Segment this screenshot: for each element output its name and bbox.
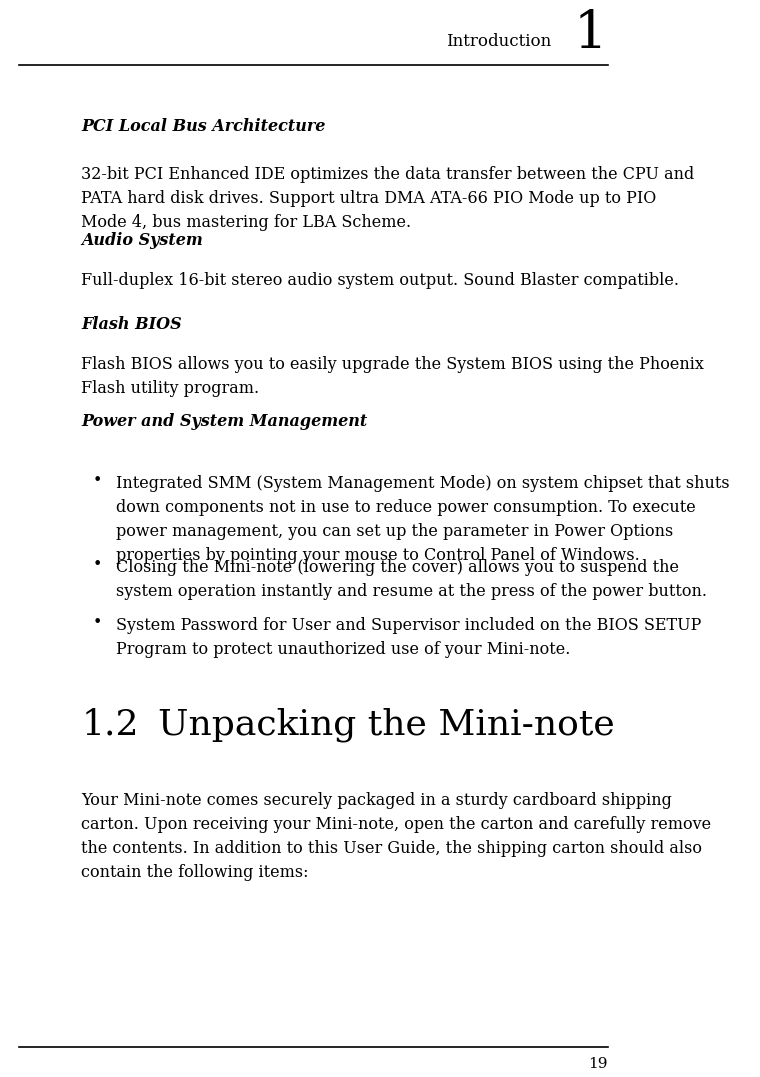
Text: Power and System Management: Power and System Management [81,414,368,431]
Text: Your Mini-note comes securely packaged in a sturdy cardboard shipping
carton. Up: Your Mini-note comes securely packaged i… [81,792,711,881]
Text: Introduction: Introduction [446,33,551,50]
Text: Integrated SMM (System Management Mode) on system chipset that shuts
down compon: Integrated SMM (System Management Mode) … [116,475,730,564]
Text: Flash BIOS allows you to easily upgrade the System BIOS using the Phoenix
Flash : Flash BIOS allows you to easily upgrade … [81,356,705,397]
Text: 19: 19 [588,1058,607,1072]
Text: Audio System: Audio System [81,232,203,249]
Text: •: • [93,472,102,489]
Text: Closing the Mini-note (lowering the cover) allows you to suspend the
system oper: Closing the Mini-note (lowering the cove… [116,559,707,600]
Text: 1: 1 [574,9,607,59]
Text: System Password for User and Supervisor included on the BIOS SETUP
Program to pr: System Password for User and Supervisor … [116,617,701,658]
Text: Full-duplex 16-bit stereo audio system output. Sound Blaster compatible.: Full-duplex 16-bit stereo audio system o… [81,271,679,289]
Text: Flash BIOS: Flash BIOS [81,317,182,333]
Text: 32-bit PCI Enhanced IDE optimizes the data transfer between the CPU and
PATA har: 32-bit PCI Enhanced IDE optimizes the da… [81,166,695,232]
Text: •: • [93,614,102,631]
Text: •: • [93,556,102,573]
Text: PCI Local Bus Architecture: PCI Local Bus Architecture [81,117,326,135]
Text: 1.2: 1.2 [81,708,139,741]
Text: Unpacking the Mini-note: Unpacking the Mini-note [135,708,614,742]
